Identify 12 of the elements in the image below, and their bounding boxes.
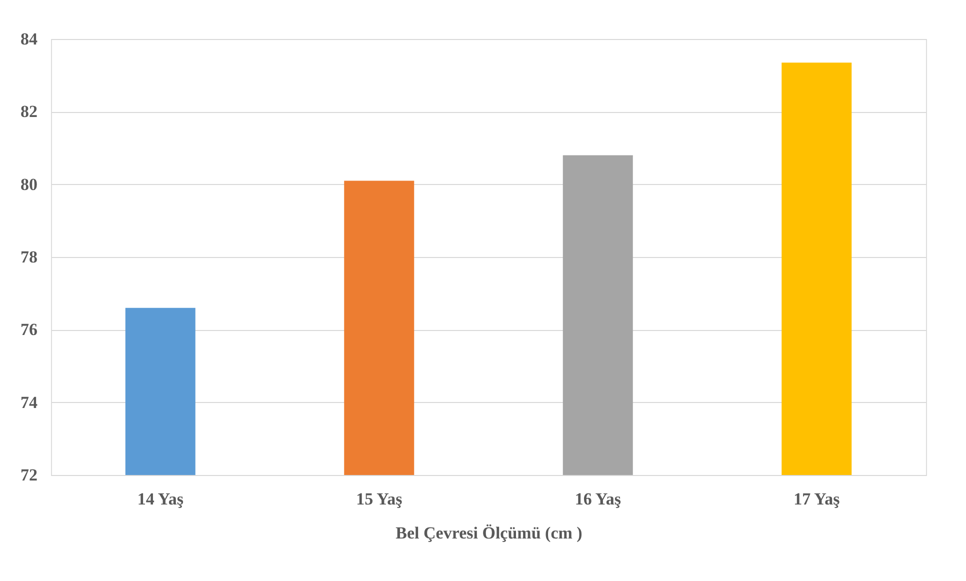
y-tick-label: 80 — [20, 174, 38, 194]
y-tick-label: 84 — [20, 30, 38, 48]
y-tick-label: 74 — [20, 392, 38, 412]
x-tick-label: 14 Yaş — [137, 490, 184, 508]
x-tick-label: 16 Yaş — [574, 490, 622, 508]
y-tick-label: 78 — [20, 248, 38, 266]
x-axis-title: Bel Çevresi Ölçümü (cm ) — [396, 524, 582, 542]
y-tick-label: 82 — [20, 102, 38, 122]
x-tick-label: 17 Yaş — [794, 490, 840, 508]
y-tick-label: 72 — [20, 466, 38, 484]
x-tick-label: 15 Yaş — [356, 490, 403, 508]
y-tick-label: 76 — [20, 320, 38, 340]
